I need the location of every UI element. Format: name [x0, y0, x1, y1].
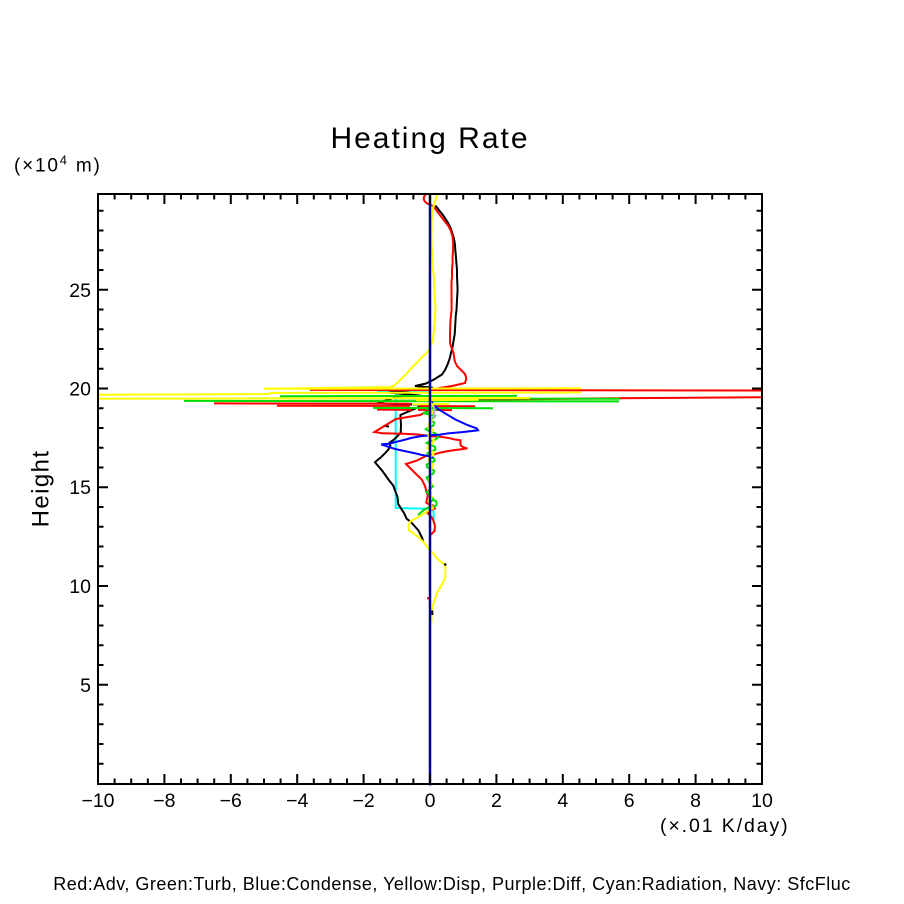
- svg-text:15: 15: [69, 477, 91, 499]
- svg-text:(×.01 K/day): (×.01 K/day): [660, 815, 790, 837]
- svg-text:20: 20: [69, 379, 91, 401]
- svg-text:−8: −8: [153, 790, 175, 812]
- svg-text:Red:Adv, Green:Turb, Blue:Cond: Red:Adv, Green:Turb, Blue:Condense, Yell…: [53, 874, 851, 894]
- svg-text:4: 4: [557, 790, 568, 812]
- svg-text:2: 2: [491, 790, 502, 812]
- svg-text:5: 5: [80, 675, 91, 697]
- svg-text:6: 6: [624, 790, 635, 812]
- svg-text:10: 10: [751, 790, 773, 812]
- svg-text:10: 10: [69, 576, 91, 598]
- svg-text:−10: −10: [81, 790, 114, 812]
- svg-text:25: 25: [69, 280, 91, 302]
- svg-text:0: 0: [425, 790, 436, 812]
- svg-text:−2: −2: [352, 790, 374, 812]
- svg-text:−4: −4: [286, 790, 308, 812]
- svg-text:(×104 m): (×104 m): [14, 153, 102, 177]
- svg-text:−6: −6: [220, 790, 242, 812]
- svg-text:Heating Rate: Heating Rate: [330, 122, 529, 155]
- svg-text:8: 8: [690, 790, 701, 812]
- svg-text:Height: Height: [28, 450, 55, 528]
